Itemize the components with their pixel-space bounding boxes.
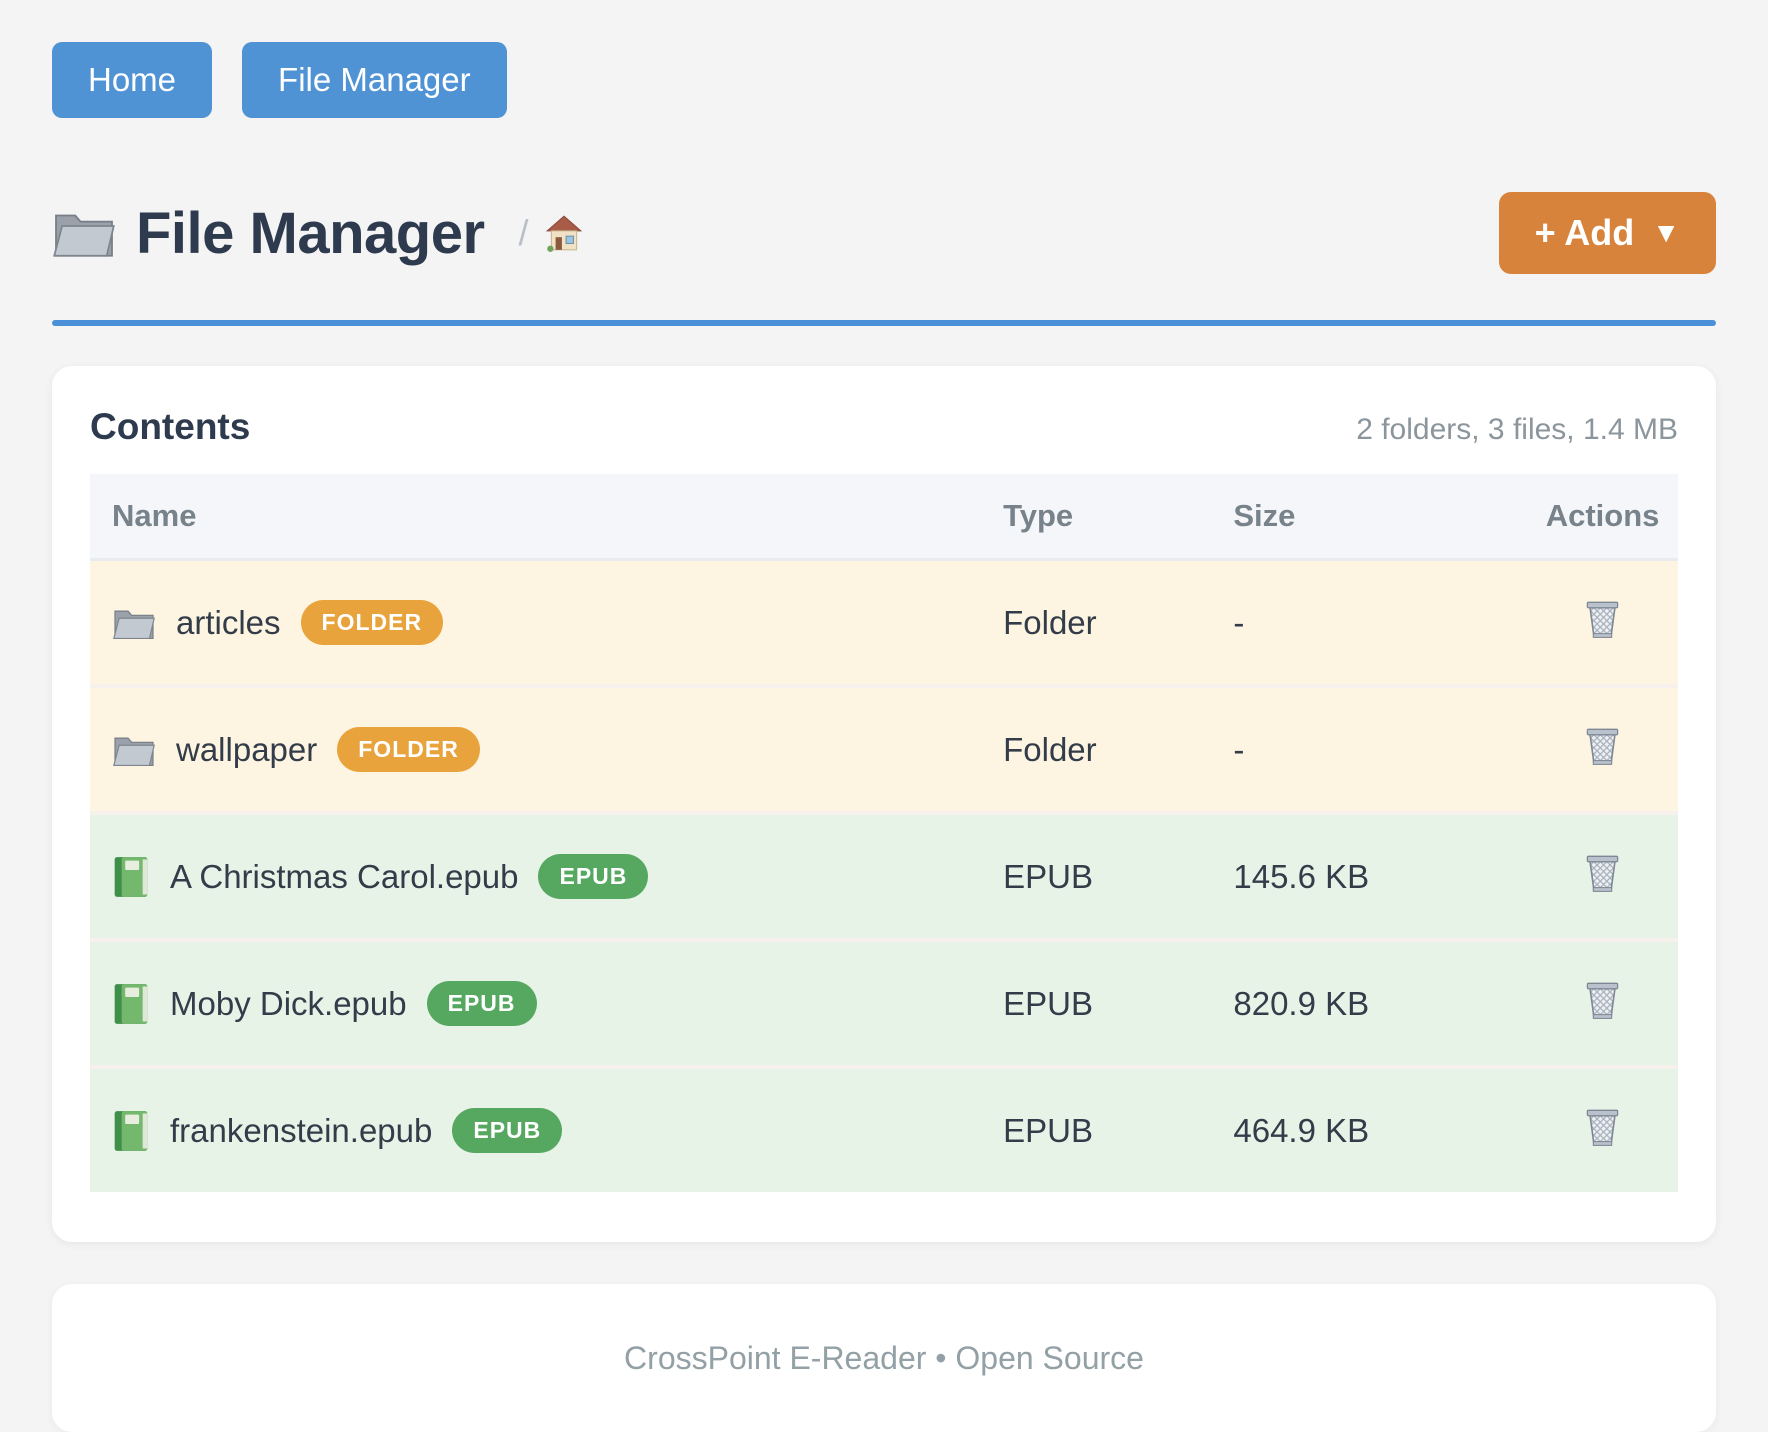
add-button[interactable]: + Add ▼: [1498, 192, 1716, 274]
column-header-size: Size: [1233, 498, 1296, 533]
trash-icon: [1586, 855, 1619, 892]
size-cell: -: [1233, 686, 1527, 813]
trash-icon: [1586, 728, 1619, 765]
type-cell-text: EPUB: [1003, 1111, 1093, 1149]
table-header-row: Name Type Size Actions: [90, 474, 1678, 560]
delete-button[interactable]: [1584, 598, 1621, 639]
type-badge: EPUB: [538, 854, 649, 899]
chevron-down-icon: ▼: [1652, 217, 1680, 248]
file-table-body: articles FOLDER Folder -: [90, 559, 1678, 1192]
file-link[interactable]: wallpaper: [176, 730, 318, 768]
type-cell-text: Folder: [1003, 603, 1097, 641]
header-divider: [52, 320, 1716, 326]
breadcrumb: /: [519, 212, 585, 254]
size-cell-text: 820.9 KB: [1233, 984, 1370, 1022]
type-badge: FOLDER: [300, 600, 444, 645]
type-cell-text: EPUB: [1003, 857, 1093, 895]
trash-icon: [1586, 1109, 1619, 1146]
folder-icon: [113, 737, 155, 766]
column-header-name: Name: [112, 498, 197, 533]
column-header-actions: Actions: [1545, 498, 1660, 533]
table-row[interactable]: frankenstein.epub EPUB EPUB 464.9 KB: [90, 1067, 1678, 1192]
size-cell: -: [1233, 560, 1527, 687]
type-cell: EPUB: [1003, 1067, 1233, 1192]
size-cell: 145.6 KB: [1233, 813, 1527, 940]
book-icon: [114, 983, 148, 1024]
type-cell-text: Folder: [1003, 730, 1097, 768]
type-badge: EPUB: [426, 981, 537, 1026]
file-link[interactable]: A Christmas Carol.epub: [170, 857, 519, 895]
page-title: File Manager: [136, 200, 485, 266]
book-icon: [114, 1110, 148, 1151]
type-cell: EPUB: [1003, 813, 1233, 940]
type-cell: Folder: [1003, 560, 1233, 687]
contents-heading: Contents: [90, 406, 251, 447]
type-cell-text: EPUB: [1003, 984, 1093, 1022]
delete-button[interactable]: [1584, 1106, 1621, 1147]
trash-icon: [1586, 982, 1619, 1019]
home-button[interactable]: Home: [52, 42, 213, 118]
add-button-label: + Add: [1534, 212, 1635, 253]
file-table: Name Type Size Actions articles FOLDER F…: [90, 474, 1678, 1192]
type-cell: Folder: [1003, 686, 1233, 813]
contents-card: Contents 2 folders, 3 files, 1.4 MB Name…: [52, 366, 1716, 1242]
footer-text: CrossPoint E-Reader • Open Source: [624, 1339, 1144, 1376]
type-badge: EPUB: [452, 1108, 563, 1153]
size-cell-text: -: [1233, 730, 1245, 768]
breadcrumb-separator: /: [518, 212, 529, 253]
table-row[interactable]: A Christmas Carol.epub EPUB EPUB 145.6 K…: [90, 813, 1678, 940]
page-header: File Manager / + Add ▼: [52, 192, 1716, 274]
delete-button[interactable]: [1584, 852, 1621, 893]
table-row[interactable]: Moby Dick.epub EPUB EPUB 820.9 KB: [90, 940, 1678, 1067]
file-link[interactable]: articles: [176, 603, 281, 641]
book-icon: [114, 856, 148, 897]
file-link[interactable]: Moby Dick.epub: [170, 984, 407, 1022]
folder-icon: [113, 610, 155, 639]
file-manager-button[interactable]: File Manager: [242, 42, 507, 118]
top-nav: Home File Manager: [52, 42, 1716, 118]
table-row[interactable]: articles FOLDER Folder -: [90, 559, 1678, 687]
table-row[interactable]: wallpaper FOLDER Folder -: [90, 686, 1678, 813]
trash-icon: [1586, 601, 1619, 638]
delete-button[interactable]: [1584, 979, 1621, 1020]
column-header-type: Type: [1003, 498, 1074, 533]
contents-summary: 2 folders, 3 files, 1.4 MB: [1356, 413, 1678, 446]
size-cell: 820.9 KB: [1233, 940, 1527, 1067]
size-cell-text: 464.9 KB: [1233, 1111, 1370, 1149]
type-badge: FOLDER: [337, 727, 480, 772]
home-icon[interactable]: [543, 212, 585, 254]
footer: CrossPoint E-Reader • Open Source: [52, 1284, 1716, 1432]
file-link[interactable]: frankenstein.epub: [170, 1111, 433, 1149]
type-cell: EPUB: [1003, 940, 1233, 1067]
size-cell: 464.9 KB: [1233, 1067, 1527, 1192]
folder-icon: [53, 214, 115, 257]
delete-button[interactable]: [1584, 725, 1621, 766]
size-cell-text: 145.6 KB: [1233, 857, 1370, 895]
size-cell-text: -: [1233, 603, 1245, 641]
